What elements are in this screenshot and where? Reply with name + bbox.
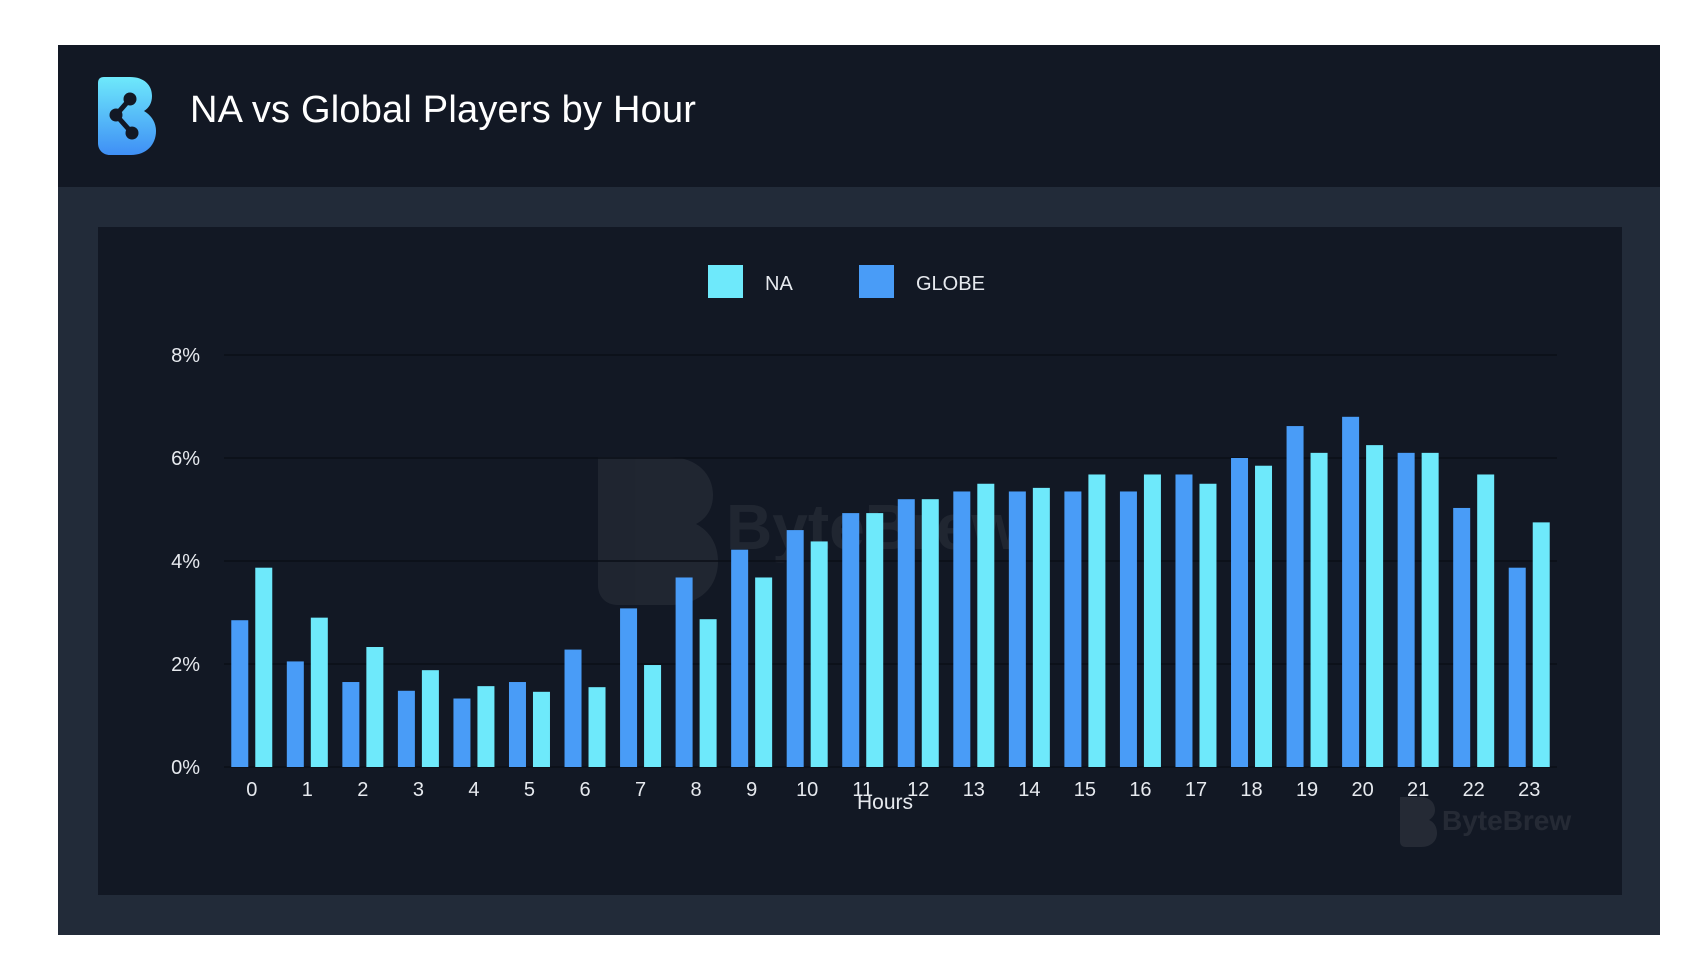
bar-na-hour-19 — [1310, 452, 1328, 767]
y-tick-label: 4% — [171, 551, 200, 573]
watermark-corner: ByteBrew — [1400, 797, 1571, 847]
x-tick-label: 10 — [796, 779, 818, 801]
legend-label-na: NA — [765, 273, 793, 295]
x-tick-label: 1 — [302, 779, 313, 801]
x-tick-label: 4 — [468, 779, 479, 801]
bar-globe-hour-5 — [508, 682, 526, 767]
bar-na-hour-18 — [1255, 465, 1273, 767]
x-tick-label: 16 — [1129, 779, 1151, 801]
x-tick-label: 5 — [524, 779, 535, 801]
bar-globe-hour-17 — [1175, 474, 1193, 767]
bar-globe-hour-6 — [564, 649, 582, 767]
bar-globe-hour-0 — [231, 620, 249, 767]
bar-na-hour-17 — [1199, 483, 1217, 767]
bar-globe-hour-8 — [675, 577, 693, 767]
x-tick-label: 19 — [1296, 779, 1318, 801]
bar-na-hour-22 — [1477, 474, 1495, 767]
bar-na-hour-16 — [1143, 474, 1161, 767]
bar-globe-hour-18 — [1231, 458, 1249, 767]
x-tick-label: 3 — [413, 779, 424, 801]
bar-na-hour-4 — [477, 686, 495, 767]
x-axis-ticks: 0 1 2 3 4 5 6 7 8 9 10 11 12 13 14 15 16 17 18 19 20 21 22 23 — [246, 779, 1540, 801]
y-tick-label: 6% — [171, 448, 200, 470]
bar-na-hour-1 — [310, 617, 328, 767]
bar-na-hour-8 — [699, 619, 717, 767]
bar-na-hour-11 — [866, 513, 884, 767]
bar-globe-hour-11 — [842, 513, 860, 767]
bar-na-hour-2 — [366, 647, 384, 767]
x-tick-label: 6 — [579, 779, 590, 801]
chart-panel: ByteBrew ByteBrew 0%2%4%6%8% 01234567891… — [98, 227, 1622, 895]
bar-na-hour-6 — [588, 687, 606, 767]
x-tick-label: 11 — [852, 779, 873, 801]
bar-globe-hour-1 — [286, 661, 304, 767]
x-tick-label: 21 — [1407, 779, 1429, 801]
bar-na-hour-5 — [532, 691, 550, 767]
bar-globe-hour-4 — [453, 698, 471, 767]
bar-globe-hour-3 — [397, 690, 415, 767]
bar-na-hour-13 — [977, 483, 995, 767]
bar-na-hour-9 — [755, 577, 773, 767]
y-axis-ticks: 0% 2% 4% 6% 8% — [171, 345, 200, 779]
bar-globe-hour-2 — [342, 682, 360, 767]
x-tick-label: 22 — [1463, 779, 1485, 801]
gridlines — [224, 354, 1557, 768]
legend-swatch-globe — [859, 265, 894, 298]
bar-globe-hour-12 — [897, 499, 915, 767]
bar-globe-hour-16 — [1119, 491, 1137, 767]
bar-globe-hour-10 — [786, 530, 804, 767]
x-tick-label: 17 — [1185, 779, 1207, 801]
x-tick-label: 0 — [246, 779, 257, 801]
chart-card: NA vs Global Players by Hour ByteBrew By… — [58, 45, 1660, 935]
bytebrew-logo-icon — [98, 77, 156, 155]
bar-globe-hour-21 — [1397, 452, 1415, 767]
y-tick-label: 0% — [171, 757, 200, 779]
bar-globe-hour-15 — [1064, 491, 1082, 767]
bar-na-hour-3 — [421, 670, 439, 767]
bar-globe-hour-13 — [953, 491, 971, 767]
bar-globe-hour-23 — [1508, 567, 1526, 767]
legend-label-globe: GLOBE — [916, 273, 985, 295]
chart-header: NA vs Global Players by Hour — [58, 45, 1660, 187]
x-tick-label: 15 — [1074, 779, 1096, 801]
bar-na-hour-21 — [1421, 452, 1439, 767]
chart-title: NA vs Global Players by Hour — [190, 89, 697, 131]
legend-swatch-na — [708, 265, 743, 298]
bar-globe-hour-14 — [1008, 491, 1026, 767]
legend: NA GLOBE — [708, 265, 985, 298]
x-tick-label: 2 — [357, 779, 368, 801]
bar-globe-hour-20 — [1342, 416, 1360, 767]
bar-na-hour-20 — [1366, 445, 1384, 767]
x-tick-label: 12 — [907, 779, 929, 801]
x-axis-title: Hours — [857, 791, 913, 814]
x-tick-label: 23 — [1518, 779, 1540, 801]
watermark-corner-text: ByteBrew — [1442, 805, 1571, 836]
y-tick-label: 2% — [171, 654, 200, 676]
x-tick-label: 7 — [635, 779, 646, 801]
bar-na-hour-12 — [921, 499, 939, 767]
y-tick-label: 8% — [171, 345, 200, 367]
x-tick-label: 14 — [1018, 779, 1040, 801]
bar-na-hour-23 — [1532, 522, 1550, 767]
x-tick-label: 9 — [746, 779, 757, 801]
bar-na-hour-15 — [1088, 474, 1106, 767]
bar-globe-hour-22 — [1453, 507, 1471, 767]
bars — [231, 416, 1550, 767]
bar-na-hour-0 — [255, 567, 273, 767]
x-tick-label: 8 — [691, 779, 702, 801]
bar-globe-hour-19 — [1286, 426, 1304, 767]
bar-globe-hour-9 — [731, 549, 749, 767]
x-tick-label: 18 — [1240, 779, 1262, 801]
bar-na-hour-7 — [644, 665, 662, 767]
bar-na-hour-10 — [810, 541, 828, 767]
x-tick-label: 13 — [963, 779, 985, 801]
x-tick-label: 20 — [1351, 779, 1373, 801]
bar-na-hour-14 — [1032, 487, 1050, 767]
bar-chart: ByteBrew ByteBrew 0%2%4%6%8% 01234567891… — [171, 265, 1571, 847]
bar-globe-hour-7 — [620, 608, 638, 767]
